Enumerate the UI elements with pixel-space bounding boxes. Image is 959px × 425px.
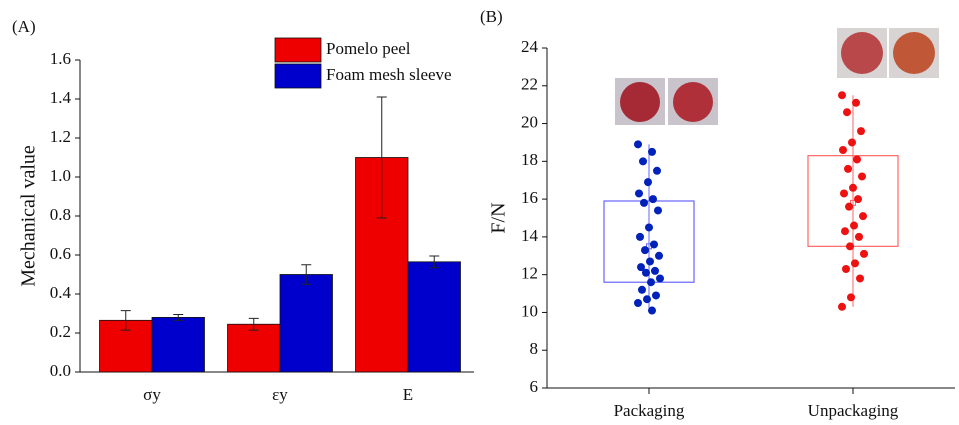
y-tick-label: 1.6: [50, 49, 71, 68]
y-axis-label: F/N: [488, 202, 510, 233]
error-bar: [301, 264, 312, 285]
data-point: [638, 285, 646, 294]
data-point: [651, 266, 659, 275]
data-point: [648, 147, 656, 156]
data-point: [842, 265, 850, 273]
y-tick-label: 0.0: [50, 361, 71, 380]
data-point: [855, 232, 863, 241]
data-point: [857, 127, 865, 136]
data-point: [645, 223, 653, 232]
data-point: [656, 274, 664, 283]
data-point: [846, 242, 854, 251]
data-point: [839, 146, 847, 154]
y-tick-label: 1.4: [50, 88, 72, 107]
y-tick-label: 12: [521, 264, 538, 283]
data-point: [847, 293, 855, 302]
data-point: [838, 91, 846, 100]
data-point: [840, 189, 848, 198]
legend-swatch: [274, 37, 322, 63]
data-point: [635, 189, 643, 198]
y-tick-label: 0.8: [50, 205, 71, 224]
error-bar: [120, 310, 131, 331]
data-point: [646, 257, 654, 266]
data-point: [636, 232, 644, 241]
data-point: [852, 98, 860, 107]
data-point: [634, 140, 642, 149]
data-point: [647, 278, 655, 287]
x-tick-label: E: [403, 385, 413, 404]
data-point: [844, 164, 852, 173]
apple: [673, 82, 713, 122]
data-point: [644, 178, 652, 187]
data-point: [860, 249, 868, 258]
y-tick-label: 1.2: [50, 127, 71, 146]
y-tick-label: 18: [521, 150, 538, 169]
data-point: [843, 108, 851, 117]
data-point: [854, 195, 862, 204]
bar: [407, 261, 461, 373]
y-tick-label: 16: [521, 188, 538, 207]
legend-label: Foam mesh sleeve: [326, 65, 452, 84]
legend-label: Pomelo peel: [326, 39, 411, 58]
data-point: [639, 157, 647, 166]
error-bar: [376, 96, 387, 219]
data-point: [652, 291, 660, 300]
legend-swatch: [274, 63, 322, 89]
x-tick-label: εy: [272, 385, 288, 404]
x-tick-label: Packaging: [614, 401, 685, 420]
y-tick-label: 20: [521, 112, 538, 131]
data-point: [643, 295, 651, 304]
y-tick-label: 24: [521, 37, 539, 56]
data-point: [845, 202, 853, 211]
y-tick-label: 6: [530, 377, 539, 396]
bar: [279, 274, 333, 373]
x-tick-label: Unpackaging: [808, 401, 899, 420]
data-point: [642, 268, 650, 277]
data-point: [849, 183, 857, 192]
data-point: [637, 263, 645, 272]
data-point: [650, 240, 658, 249]
apple: [893, 32, 935, 74]
apple: [841, 32, 883, 74]
error-bar: [173, 313, 184, 321]
mean-marker: [850, 199, 856, 206]
y-tick-label: 14: [521, 226, 539, 245]
panel-label: (B): [480, 7, 503, 26]
apple-photos: [615, 28, 939, 125]
data-point: [858, 172, 866, 181]
data-point: [851, 259, 859, 268]
data-point: [654, 206, 662, 215]
bar: [151, 316, 205, 373]
y-tick-label: 8: [530, 339, 539, 358]
data-point: [838, 302, 846, 311]
data-point: [850, 221, 858, 230]
panel-label: (A): [12, 17, 36, 36]
error-bar: [429, 255, 440, 269]
data-point: [848, 138, 856, 147]
data-point: [841, 227, 849, 236]
y-tick-label: 0.6: [50, 244, 71, 263]
data-point: [856, 274, 864, 283]
data-point: [640, 198, 648, 207]
bar: [227, 323, 281, 373]
data-point: [648, 306, 656, 315]
y-tick-label: 0.4: [50, 283, 72, 302]
apple: [620, 82, 660, 122]
y-tick-label: 0.2: [50, 322, 71, 341]
data-point: [655, 251, 663, 260]
data-point: [859, 212, 867, 221]
data-point: [649, 195, 657, 204]
y-tick-label: 22: [521, 75, 538, 94]
data-point: [634, 299, 642, 307]
data-point: [853, 155, 861, 164]
y-axis-label: Mechanical value: [18, 145, 40, 287]
x-tick-label: σy: [143, 385, 161, 404]
data-point: [641, 246, 649, 255]
y-tick-label: 10: [521, 301, 538, 320]
y-tick-label: 1.0: [50, 166, 71, 185]
data-point: [653, 166, 661, 175]
error-bar: [248, 317, 259, 331]
